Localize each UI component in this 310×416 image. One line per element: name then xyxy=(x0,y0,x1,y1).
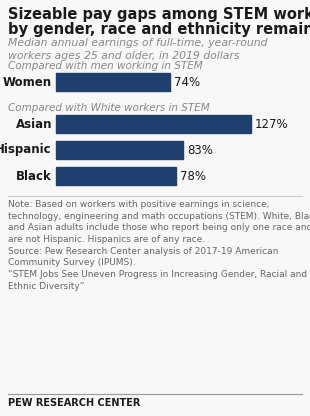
Text: 78%: 78% xyxy=(180,169,206,183)
Text: 127%: 127% xyxy=(255,117,289,131)
Text: Asian: Asian xyxy=(16,117,52,131)
Text: Sizeable pay gaps among STEM workers: Sizeable pay gaps among STEM workers xyxy=(8,7,310,22)
Bar xyxy=(56,141,184,159)
Text: Hispanic: Hispanic xyxy=(0,144,52,156)
Text: Compared with men working in STEM: Compared with men working in STEM xyxy=(8,61,203,71)
Text: 74%: 74% xyxy=(174,75,200,89)
Text: Compared with White workers in STEM: Compared with White workers in STEM xyxy=(8,103,210,113)
Text: 83%: 83% xyxy=(188,144,213,156)
Text: Note: Based on workers with positive earnings in science,
technology, engineerin: Note: Based on workers with positive ear… xyxy=(8,200,310,291)
Bar xyxy=(56,115,251,133)
Text: Women: Women xyxy=(3,75,52,89)
Bar xyxy=(56,73,170,91)
Text: Median annual earnings of full-time, year-round
workers ages 25 and older, in 20: Median annual earnings of full-time, yea… xyxy=(8,38,268,61)
Text: by gender, race and ethnicity remain: by gender, race and ethnicity remain xyxy=(8,22,310,37)
Text: PEW RESEARCH CENTER: PEW RESEARCH CENTER xyxy=(8,398,140,408)
Bar xyxy=(56,167,176,185)
Text: Black: Black xyxy=(16,169,52,183)
